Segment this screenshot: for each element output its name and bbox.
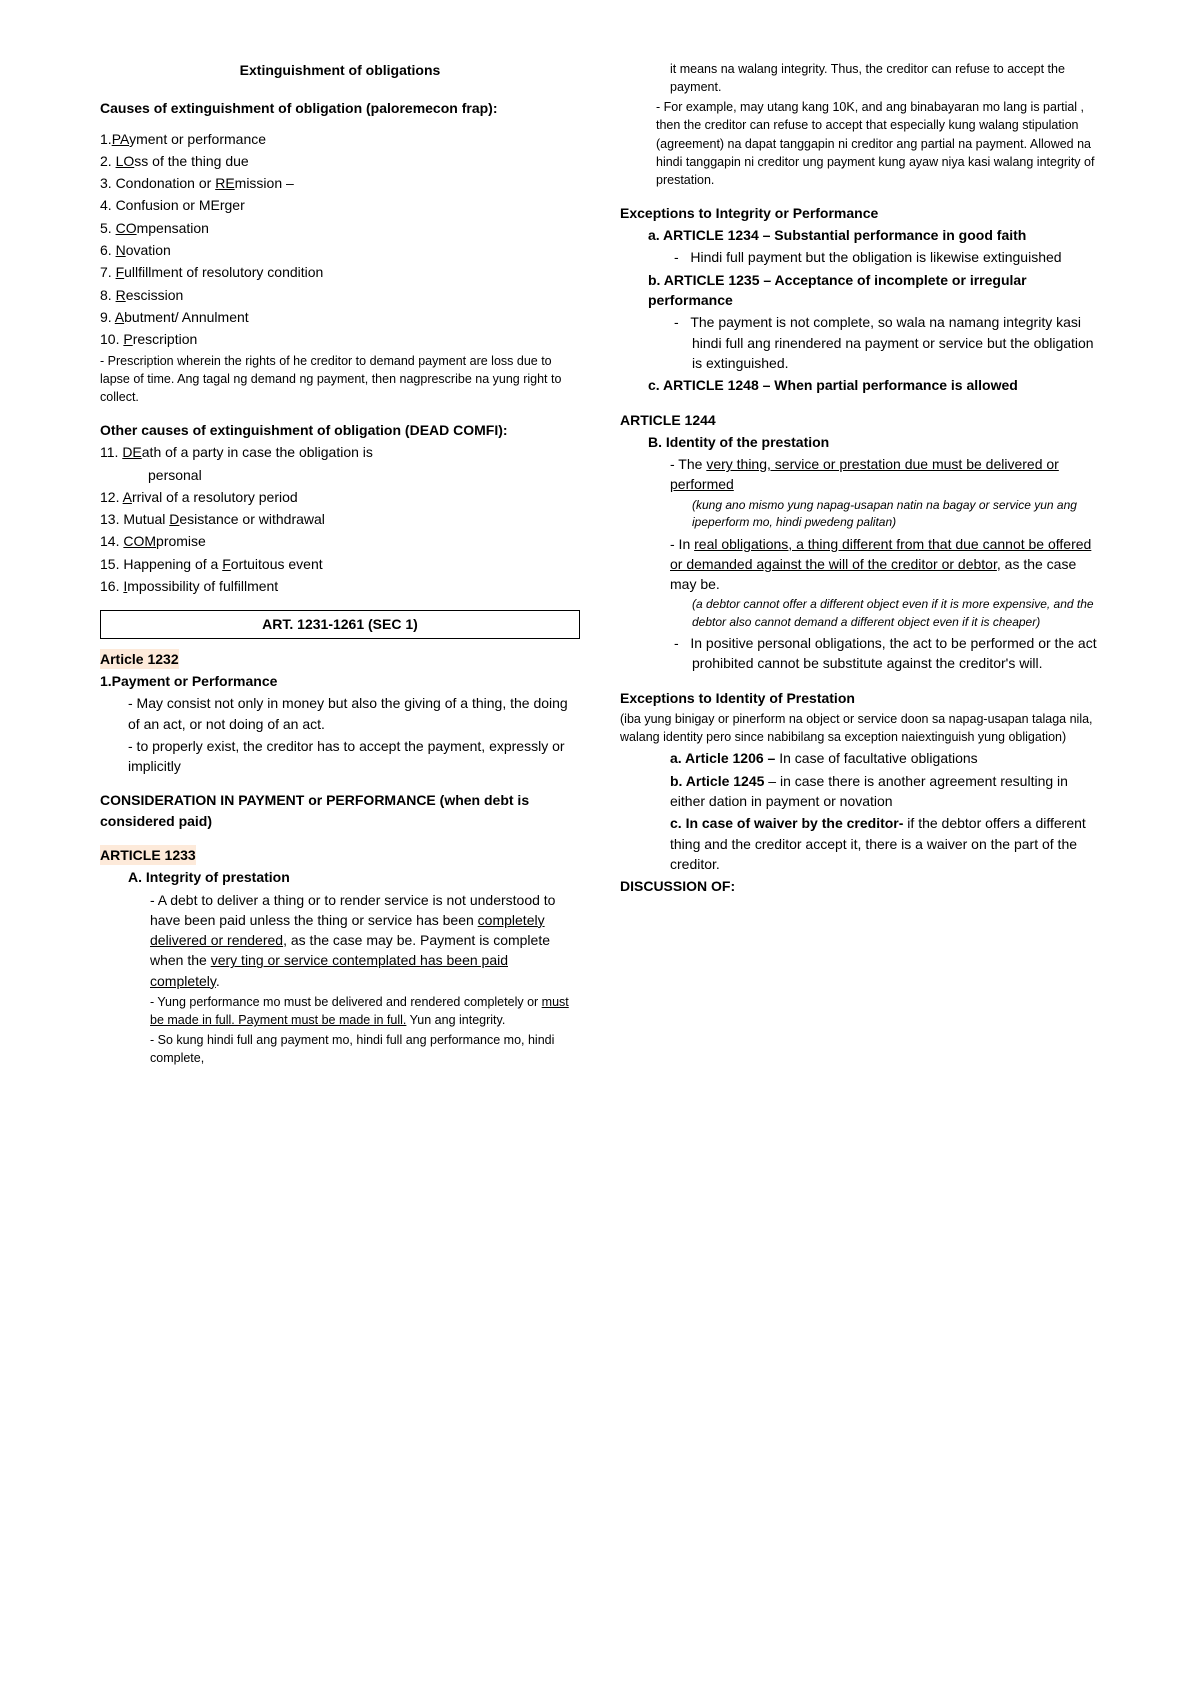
- article-1232-title: 1.Payment or Performance: [100, 671, 580, 691]
- discussion-heading: DISCUSSION OF:: [620, 876, 1100, 896]
- section-box: ART. 1231-1261 (SEC 1): [100, 610, 580, 638]
- exception-1234-title: a. ARTICLE 1234 – Substantial performanc…: [620, 225, 1100, 245]
- body-text: - Hindi full payment but the obligation …: [620, 247, 1100, 267]
- body-text: - In real obligations, a thing different…: [620, 534, 1100, 595]
- other-causes-heading: Other causes of extinguishment of obliga…: [100, 420, 580, 440]
- identity-title: B. Identity of the prestation: [620, 432, 1100, 452]
- other-causes-list: 11. DEath of a party in case the obligat…: [100, 442, 580, 596]
- list-item-cont: personal: [100, 465, 580, 485]
- exception-1245: b. Article 1245 – in case there is anoth…: [620, 771, 1100, 812]
- list-item: 8. Rescission: [100, 285, 580, 305]
- causes-heading: Causes of extinguishment of obligation (…: [100, 98, 580, 118]
- list-item: 11. DEath of a party in case the obligat…: [100, 442, 580, 462]
- exceptions-integrity-heading: Exceptions to Integrity or Performance: [620, 203, 1100, 223]
- prescription-note: - Prescription wherein the rights of he …: [100, 352, 580, 406]
- article-1232-label: Article 1232: [100, 649, 179, 669]
- body-text: - So kung hindi full ang payment mo, hin…: [100, 1031, 580, 1067]
- body-text: - Yung performance mo must be delivered …: [100, 993, 580, 1029]
- page-title: Extinguishment of obligations: [100, 60, 580, 80]
- list-item: 7. Fullfillment of resolutory condition: [100, 262, 580, 282]
- integrity-title: A. Integrity of prestation: [100, 867, 580, 887]
- body-text: it means na walang integrity. Thus, the …: [620, 60, 1100, 96]
- right-column: it means na walang integrity. Thus, the …: [620, 60, 1100, 1070]
- list-item: 12. Arrival of a resolutory period: [100, 487, 580, 507]
- list-item: 5. COmpensation: [100, 218, 580, 238]
- italic-note: (kung ano mismo yung napag-usapan natin …: [620, 497, 1100, 532]
- italic-note: (a debtor cannot offer a different objec…: [620, 596, 1100, 631]
- list-item: 9. Abutment/ Annulment: [100, 307, 580, 327]
- consideration-heading: CONSIDERATION IN PAYMENT or PERFORMANCE …: [100, 790, 580, 831]
- left-column: Extinguishment of obligations Causes of …: [100, 60, 580, 1070]
- body-text: - The very thing, service or prestation …: [620, 454, 1100, 495]
- list-item: 1.PAyment or performance: [100, 129, 580, 149]
- exceptions-identity-heading: Exceptions to Identity of Prestation: [620, 688, 1100, 708]
- list-item: 10. Prescription: [100, 329, 580, 349]
- list-item: 15. Happening of a Fortuitous event: [100, 554, 580, 574]
- body-text: - The payment is not complete, so wala n…: [620, 312, 1100, 373]
- body-text: - In positive personal obligations, the …: [620, 633, 1100, 674]
- body-text: - to properly exist, the creditor has to…: [100, 736, 580, 777]
- list-item: 16. Impossibility of fulfillment: [100, 576, 580, 596]
- article-1244-label: ARTICLE 1244: [620, 410, 1100, 430]
- list-item: 6. Novation: [100, 240, 580, 260]
- identity-exception-note: (iba yung binigay or pinerform na object…: [620, 710, 1100, 746]
- body-text: - May consist not only in money but also…: [100, 693, 580, 734]
- article-1233-label: ARTICLE 1233: [100, 845, 196, 865]
- document-page: Extinguishment of obligations Causes of …: [100, 60, 1100, 1070]
- list-item: 14. COMpromise: [100, 531, 580, 551]
- body-text: - A debt to deliver a thing or to render…: [100, 890, 580, 991]
- list-item: 13. Mutual Desistance or withdrawal: [100, 509, 580, 529]
- body-text: - For example, may utang kang 10K, and a…: [620, 98, 1100, 189]
- list-item: 2. LOss of the thing due: [100, 151, 580, 171]
- exception-1235-title: b. ARTICLE 1235 – Acceptance of incomple…: [620, 270, 1100, 311]
- exception-1248-title: c. ARTICLE 1248 – When partial performan…: [620, 375, 1100, 395]
- exception-1206: a. Article 1206 – In case of facultative…: [620, 748, 1100, 768]
- list-item: 4. Confusion or MErger: [100, 195, 580, 215]
- causes-list: 1.PAyment or performance 2. LOss of the …: [100, 129, 580, 350]
- list-item: 3. Condonation or REmission –: [100, 173, 580, 193]
- exception-waiver: c. In case of waiver by the creditor- if…: [620, 813, 1100, 874]
